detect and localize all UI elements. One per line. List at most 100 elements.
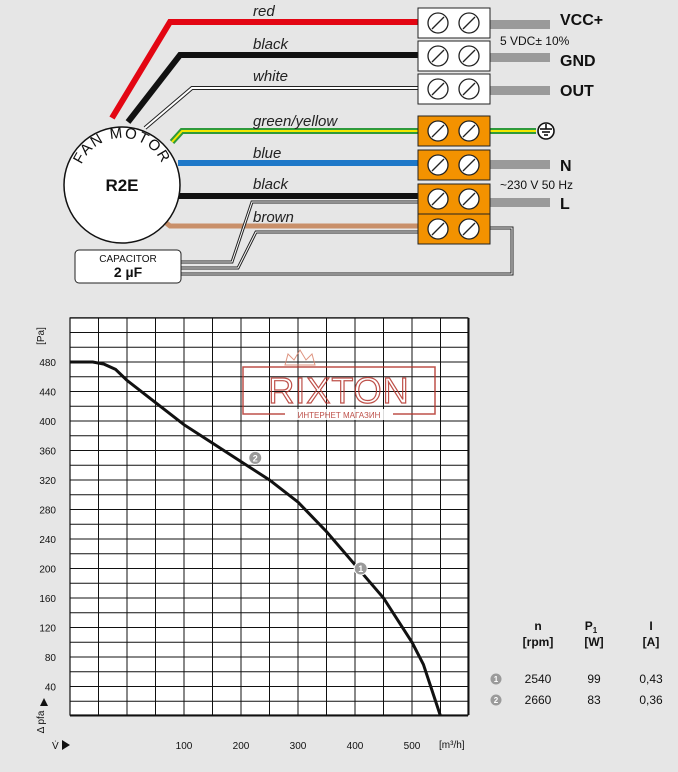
l-lead [490,198,550,207]
y-tick-label: 200 [39,565,56,576]
x-tick-label: 400 [347,741,364,752]
row-marker-label: 1 [494,675,499,684]
y-tick-label: 400 [39,417,56,428]
y-tick-label: 160 [39,594,56,605]
col-p-unit: [W] [584,635,603,649]
cell-i: 0,36 [639,693,663,707]
wire-label-black-2: black [253,176,290,193]
gridlines [69,317,470,717]
wire-label-red: red [253,3,275,20]
terminal-block-gnd [417,40,491,72]
x-tick-label: 500 [404,741,421,752]
x-tick-label: 300 [290,741,307,752]
vcc-note: 5 VDC± 10% [500,34,570,48]
y-tick-label: 320 [39,476,56,487]
y-tick-label: 120 [39,624,56,635]
wire-black-signal [125,52,418,124]
operating-point-1: 1 [353,561,368,576]
y-tick-label: 280 [39,506,56,517]
motor-wires [109,19,418,270]
y-tick-label: 80 [45,653,57,664]
terminal-l: L [560,196,570,213]
y-tick-label: 240 [39,535,56,546]
x-axis-arrow [62,740,70,750]
wire-label-green-yellow: green/yellow [253,113,338,130]
cell-p: 99 [587,672,601,686]
cell-p: 83 [587,693,601,707]
y-axis-arrow [40,698,48,706]
screw-icon [458,78,480,100]
screw-icon [427,188,449,210]
capacitor-value: 2 µF [114,264,143,280]
col-i-unit: [A] [643,635,660,649]
mains-note: ~230 V 50 Hz [500,178,573,192]
table-rows: 1 2540 99 0,43 2 2660 83 0,36 [490,672,663,707]
performance-chart: 40 80 120 160 200 240 280 320 360 400 440 480 100 20… [36,317,470,752]
rixton-watermark: RIXTON ИНТЕРНЕТ МАГАЗИН [242,349,436,420]
operating-point-label: 1 [358,564,363,574]
n-lead [490,160,550,169]
y-tick-labels: 40 80 120 160 200 240 280 320 360 400 440 480 [39,358,56,694]
wire-label-brown: brown [253,209,294,226]
operating-point-label: 2 [253,453,258,463]
terminal-block-cap [417,213,491,245]
wire-label-black: black [253,36,290,53]
vcc-lead [490,20,550,29]
operating-data-table: n [rpm] P1 [W] I [A] 1 2540 99 0,43 2 2660 83 0… [490,619,663,707]
x-tick-label: 100 [176,741,193,752]
wire-green-yellow [169,128,418,145]
out-lead [490,86,550,95]
wiring-diagram: red black white green/yellow blue black … [63,3,603,284]
y-tick-label: 480 [39,358,56,369]
terminal-gnd: GND [560,53,596,70]
col-p-name: P1 [585,619,598,635]
wire-label-white: white [253,68,288,85]
screw-icon [458,45,480,67]
screw-icon [458,188,480,210]
row-marker-icon [490,673,502,685]
wire-red [109,19,418,120]
fan-curve [70,360,442,717]
table-row: 2 2660 83 0,36 [490,693,663,707]
terminal-block-vcc [417,7,491,39]
screw-icon [427,78,449,100]
x-tick-labels: 100 200 300 400 500 [176,741,421,752]
screw-icon [427,218,449,240]
watermark-subtitle: ИНТЕРНЕТ МАГАЗИН [298,411,381,420]
row-marker-icon [490,694,502,706]
x-axis-label: V̇ [52,739,59,752]
col-n-name: n [534,619,541,633]
screw-icon [427,154,449,176]
watermark-crown-icon [284,349,316,366]
capacitor-label: CAPACITOR [99,254,156,265]
y-tick-label: 40 [45,683,57,694]
col-n-unit: [rpm] [523,635,554,649]
col-p-sub: 1 [593,626,598,635]
operating-points: 12 [248,450,368,576]
y-unit-label: [Pa] [36,327,47,345]
y-tick-label: 360 [39,447,56,458]
x-tick-label: 200 [233,741,250,752]
earth-ground-icon [537,122,555,140]
terminal-block-l [417,183,491,215]
screw-icon [458,12,480,34]
screw-icon [427,120,449,142]
screw-icon [427,12,449,34]
capacitor-box [74,249,182,284]
terminal-vcc: VCC+ [560,12,603,29]
screw-icon [458,218,480,240]
y-axis-label: Δ pfa [36,710,47,733]
motor-model: R2E [105,176,138,195]
motor-circle [63,126,181,244]
row-marker-label: 2 [494,696,499,705]
terminal-block-n [417,149,491,181]
terminal-block-out [417,73,491,105]
cell-n: 2540 [525,672,552,686]
y-tick-label: 440 [39,388,56,399]
fan-motor: FAN MOTOR R2E [63,125,181,244]
screw-icon [458,120,480,142]
terminal-n: N [560,158,572,175]
cell-n: 2660 [525,693,552,707]
